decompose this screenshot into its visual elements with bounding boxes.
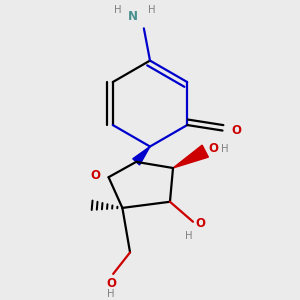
Text: N: N: [128, 10, 138, 23]
Text: O: O: [195, 217, 206, 230]
Text: H: H: [114, 4, 122, 14]
Text: O: O: [90, 169, 100, 182]
Polygon shape: [133, 146, 150, 165]
Text: H: H: [148, 4, 155, 14]
Text: H: H: [184, 231, 192, 241]
Text: H: H: [221, 144, 229, 154]
Polygon shape: [173, 145, 208, 168]
Text: O: O: [106, 277, 117, 290]
Text: H: H: [107, 289, 115, 298]
Text: O: O: [232, 124, 242, 137]
Text: O: O: [208, 142, 218, 154]
